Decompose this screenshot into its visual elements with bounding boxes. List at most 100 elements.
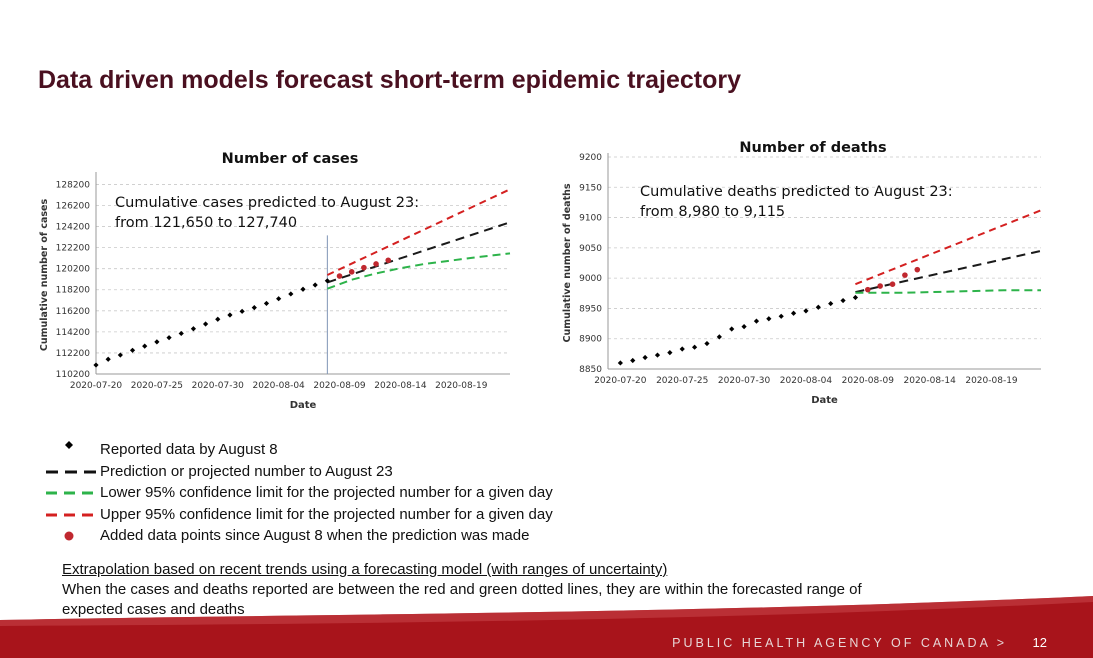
x-tick-label: 2020-08-09 [842,376,895,386]
x-tick-label: 2020-08-04 [252,381,305,391]
added-data-point [373,261,379,267]
deaths-chart: 8850 8900 8950 9000 9050 9100 9150 9200 2020-07-… [562,140,1042,406]
reported-data-point [753,318,760,324]
reported-data-point [729,326,735,332]
reported-data-point [202,321,209,327]
reported-data-point [840,297,846,304]
y-tick-label: 118200 [56,286,91,296]
x-tick-label: 2020-08-09 [313,381,366,391]
reported-data-point [766,316,772,322]
legend-item-prediction: Prediction or projected number to August… [40,462,660,484]
x-tick-label: 2020-08-04 [780,376,833,386]
footer-agency-name: PUBLIC HEALTH AGENCY OF CANADA > [672,636,1007,650]
chart-title: Number of deaths [739,140,886,156]
reported-data-point [312,282,318,288]
legend-item-added: Added data points since August 8 when th… [40,526,660,548]
reported-data-point [117,352,123,358]
x-tick-label: 2020-08-19 [435,381,488,391]
x-tick-label: 2020-07-25 [656,376,708,386]
y-tick-label: 120200 [56,265,91,275]
upper-line [855,209,1042,286]
y-tick-label: 112200 [56,349,91,359]
added-data-point [877,283,883,289]
added-data-point [902,272,908,278]
reported-data-point [790,310,797,316]
reported-data-point [300,286,306,292]
added-data-point [865,286,871,293]
x-tick-label: 2020-07-30 [192,381,245,391]
reported-data-point [692,344,698,350]
y-tick-label: 9050 [579,244,602,254]
prediction-line [855,249,1042,294]
reported-data-point [105,356,111,362]
x-tick-label: 2020-08-14 [374,381,427,391]
forecast-annotation: Cumulative cases predicted to August 23: [115,195,419,211]
y-tick-label: 124200 [56,223,91,233]
legend: Reported data by August 8 Prediction or … [40,440,660,548]
reported-data-point [288,291,294,297]
y-tick-label: 114200 [56,328,91,338]
reported-data-point [154,339,160,345]
x-tick-label: 2020-08-19 [965,376,1018,386]
y-axis-label: Cumulative number of deaths [562,183,573,342]
reported-data-point [852,294,859,301]
y-tick-label: 8850 [579,365,602,375]
reported-data-point [129,347,136,353]
cases-chart: 110200 112200 114200 116200 118200 120200 1222… [39,151,511,411]
reported-data-point [227,312,233,318]
green-dash-icon [46,491,96,495]
notes-title: Extrapolation based on recent trends usi… [62,561,668,578]
reported-data-point [251,305,257,311]
legend-label: Prediction or projected number to August… [100,462,393,480]
y-tick-label: 8950 [579,304,602,314]
y-axis-label: Cumulative number of cases [39,199,50,352]
reported-data-point [93,362,99,368]
reported-data-point [828,300,834,307]
reported-data-point [704,340,710,347]
reported-data-point [190,326,197,332]
reported-data-point [215,316,221,322]
y-tick-label: 110200 [56,370,91,380]
reported-data-point [803,308,809,314]
footer-band [0,596,1093,658]
diamond-icon [65,441,73,449]
y-tick-label: 9150 [579,183,602,193]
lower-line [855,289,1041,294]
red-dot-icon [64,531,74,541]
legend-label: Lower 95% confidence limit for the proje… [100,484,553,501]
reported-data-point [178,330,184,337]
forecast-annotation: from 8,980 to 9,115 [640,204,785,220]
reported-data-point [654,352,661,358]
reported-data-point [778,313,784,319]
y-tick-label: 126200 [56,201,91,211]
reported-data-point [679,346,685,352]
black-dash-icon [46,470,96,473]
lower-line [327,252,511,290]
added-data-point [385,257,392,264]
legend-label: Reported data by August 8 [100,441,278,458]
reported-data-point [166,335,172,341]
x-tick-label: 2020-07-20 [70,381,123,391]
legend-item-upper-limit: Upper 95% confidence limit for the proje… [40,505,660,527]
x-tick-label: 2020-07-25 [131,381,183,391]
y-tick-label: 9000 [579,274,602,284]
x-axis-label: Date [811,395,838,406]
prediction-line [327,221,511,284]
reported-data-point [630,357,636,364]
reported-data-point [741,324,747,330]
reported-data-point [142,343,148,349]
reported-data-point [276,296,282,302]
chart-title: Number of cases [222,151,359,167]
legend-item-reported: Reported data by August 8 [40,440,660,462]
reported-data-point [263,300,270,307]
forecast-annotation: Cumulative deaths predicted to August 23… [640,184,953,200]
x-tick-label: 2020-08-14 [904,376,957,386]
page-number: 12 [1032,635,1047,650]
added-data-point [914,266,921,273]
added-data-point [361,264,367,271]
forecast-annotation: from 121,650 to 127,740 [115,215,297,231]
reported-data-point [324,278,330,284]
x-axis-label: Date [290,400,317,411]
reported-data-point [239,308,245,314]
added-data-point [336,273,343,279]
